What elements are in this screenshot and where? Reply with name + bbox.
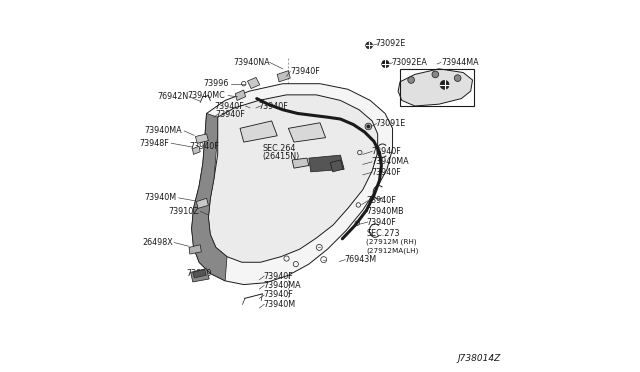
Polygon shape <box>209 95 378 262</box>
Text: 76943M: 76943M <box>344 255 376 264</box>
Text: 73940MA: 73940MA <box>144 126 182 135</box>
Bar <box>400 69 474 106</box>
Text: 76942N: 76942N <box>158 92 189 101</box>
Polygon shape <box>309 155 344 172</box>
Text: 73940F: 73940F <box>367 196 396 205</box>
Text: 73940F: 73940F <box>371 147 401 156</box>
Text: 73979: 73979 <box>186 269 212 278</box>
Polygon shape <box>240 121 277 142</box>
Text: 73091E: 73091E <box>376 119 406 128</box>
Text: 73940MA: 73940MA <box>371 157 408 166</box>
Text: 73948F: 73948F <box>140 139 170 148</box>
Circle shape <box>408 77 415 83</box>
Polygon shape <box>248 77 260 89</box>
Circle shape <box>454 75 461 81</box>
Text: 73940M: 73940M <box>264 300 296 309</box>
Text: 73910Z: 73910Z <box>168 207 199 216</box>
Circle shape <box>381 60 389 68</box>
Polygon shape <box>195 134 209 143</box>
Text: 73940F: 73940F <box>216 110 246 119</box>
Polygon shape <box>191 269 209 282</box>
Text: 73940F: 73940F <box>291 67 320 76</box>
Text: 73940F: 73940F <box>264 291 293 299</box>
Polygon shape <box>191 84 392 285</box>
Text: 73940M: 73940M <box>145 193 177 202</box>
Text: 73940F: 73940F <box>189 142 219 151</box>
Circle shape <box>440 80 449 89</box>
Polygon shape <box>398 69 472 106</box>
Polygon shape <box>292 158 309 168</box>
Text: 73940MB: 73940MB <box>367 207 404 216</box>
Polygon shape <box>193 146 200 154</box>
Polygon shape <box>289 123 326 142</box>
Circle shape <box>365 123 372 130</box>
Polygon shape <box>189 245 202 254</box>
Text: 73092EA: 73092EA <box>392 58 428 67</box>
Text: 26498X: 26498X <box>142 238 173 247</box>
Text: SEC.273: SEC.273 <box>367 229 400 238</box>
Text: 73940NA: 73940NA <box>233 58 270 67</box>
Text: 73940F: 73940F <box>259 102 289 110</box>
Polygon shape <box>191 113 227 281</box>
Polygon shape <box>330 160 343 172</box>
Text: (27912M (RH): (27912M (RH) <box>367 238 417 245</box>
Text: 73940MA: 73940MA <box>264 281 301 290</box>
Text: SEC.264: SEC.264 <box>262 144 296 153</box>
Text: 73996: 73996 <box>204 79 229 88</box>
Text: 73092E: 73092E <box>376 39 406 48</box>
Circle shape <box>365 42 372 49</box>
Text: 73940F: 73940F <box>367 218 396 227</box>
Text: 73940F: 73940F <box>264 272 293 280</box>
Text: 73940MC: 73940MC <box>188 91 225 100</box>
Polygon shape <box>277 71 291 82</box>
Text: (26415N): (26415N) <box>262 153 300 161</box>
Circle shape <box>367 125 370 128</box>
Polygon shape <box>196 198 209 208</box>
Circle shape <box>432 71 438 78</box>
Text: J738014Z: J738014Z <box>457 354 500 363</box>
Text: 73940F: 73940F <box>214 102 244 110</box>
Text: (27912MA(LH): (27912MA(LH) <box>367 247 419 254</box>
Text: 73940F: 73940F <box>371 168 401 177</box>
Polygon shape <box>235 90 246 100</box>
Polygon shape <box>193 269 206 278</box>
Text: 73944MA: 73944MA <box>441 58 479 67</box>
